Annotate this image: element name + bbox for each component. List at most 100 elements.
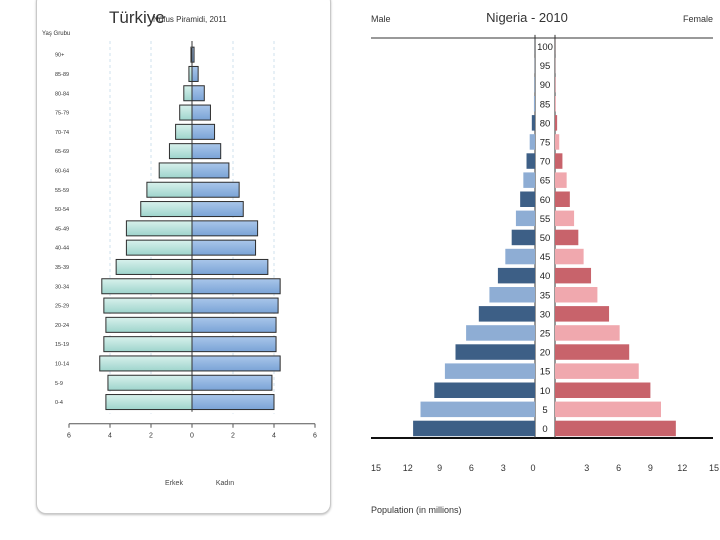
nigeria-age-label-10: 10	[540, 386, 551, 397]
turkey-female-bar-20-24	[191, 316, 277, 333]
nigeria-female-bar-60	[555, 191, 570, 207]
turkey-x-axis: 6 4 2 0 2 4 6	[67, 423, 317, 440]
nigeria-male-bar-40	[497, 267, 535, 284]
turkey-male-bar-45-49	[125, 220, 193, 237]
turkey-female-bar-5-9	[191, 374, 273, 391]
turkey-age-label-55-59: 55-59	[55, 188, 69, 194]
nigeria-age-label-45: 45	[540, 252, 551, 263]
nigeria-age-label-90: 90	[540, 80, 551, 91]
turkey-age-label-20-24: 20-24	[55, 323, 69, 329]
nigeria-x-tick-label: 6	[469, 463, 474, 473]
nigeria-female-bar-40	[555, 267, 592, 284]
turkey-age-label-80-84: 80-84	[55, 91, 69, 97]
nigeria-female-label: Female	[683, 14, 713, 24]
nigeria-x-tick-label: 3	[584, 463, 589, 473]
turkey-female-axis-label: Kadın	[216, 480, 234, 487]
nigeria-male-bar-65	[523, 172, 535, 188]
turkey-female-bar-65-69	[191, 143, 222, 160]
turkey-male-bar-50-54	[140, 201, 193, 218]
nigeria-age-label-55: 55	[540, 214, 551, 225]
turkey-age-label-5-9: 5-9	[55, 381, 63, 387]
turkey-male-bar-40-44	[125, 239, 193, 256]
turkey-pyramid-chart: Türkiye Nüfus Piramidi, 2011 Yaş Grubu 0…	[42, 8, 317, 487]
turkey-male-bar-35-39	[115, 258, 193, 275]
turkey-age-label-15-19: 15-19	[55, 342, 69, 348]
nigeria-x-axis: 15 12 9 6 3 0 3 6 9 12 15	[371, 463, 719, 473]
turkey-male-bar-70-74	[175, 123, 193, 140]
nigeria-title: Nigeria - 2010	[486, 10, 568, 25]
nigeria-male-bar-75	[529, 134, 535, 150]
turkey-female-bar-75-79	[191, 104, 211, 121]
nigeria-x-tick-label: 15	[371, 463, 381, 473]
nigeria-age-label-40: 40	[540, 271, 551, 282]
turkey-age-label-10-14: 10-14	[55, 361, 69, 367]
turkey-female-bar-30-34	[191, 278, 281, 295]
nigeria-x-tick-label: 9	[437, 463, 442, 473]
nigeria-female-bar-45	[555, 248, 584, 265]
nigeria-age-label-0: 0	[542, 424, 547, 435]
nigeria-male-bar-0	[413, 420, 535, 437]
nigeria-female-bar-50	[555, 229, 579, 246]
nigeria-xlabel: Population (in millions)	[371, 505, 462, 515]
nigeria-male-bar-90	[534, 76, 535, 93]
turkey-x-tick-label: 2	[149, 433, 153, 440]
nigeria-age-label-50: 50	[540, 233, 551, 244]
nigeria-female-bar-20	[555, 344, 630, 360]
turkey-male-axis-label: Erkek	[165, 480, 183, 487]
nigeria-male-bar-55	[515, 210, 535, 227]
turkey-male-bar-10-14	[99, 355, 193, 372]
nigeria-x-tick-label: 0	[530, 463, 535, 473]
turkey-x-tick-label: 4	[272, 433, 276, 440]
nigeria-age-label-20: 20	[540, 348, 551, 359]
turkey-x-tick-label: 4	[108, 433, 112, 440]
turkey-age-label-90plus: 90+	[55, 53, 64, 59]
turkey-male-bar-15-19	[103, 336, 193, 353]
nigeria-x-tick-label: 6	[616, 463, 621, 473]
nigeria-male-bar-20	[455, 344, 535, 360]
nigeria-x-tick-label: 9	[648, 463, 653, 473]
turkey-female-bar-40-44	[191, 239, 257, 256]
turkey-x-tick-label: 6	[67, 433, 71, 440]
nigeria-female-bar-0	[555, 420, 676, 437]
nigeria-x-tick-label: 12	[403, 463, 413, 473]
turkey-age-label-60-64: 60-64	[55, 168, 69, 174]
turkey-female-bar-15-19	[191, 336, 277, 353]
nigeria-age-label-75: 75	[540, 137, 551, 148]
turkey-female-bar-85-89	[191, 65, 199, 82]
nigeria-female-bar-25	[555, 325, 620, 341]
nigeria-male-bar-30	[478, 306, 535, 322]
turkey-age-label-25-29: 25-29	[55, 304, 69, 310]
nigeria-x-tick-label: 15	[709, 463, 719, 473]
nigeria-age-label-65: 65	[540, 176, 551, 187]
turkey-female-bar-10-14	[191, 355, 281, 372]
turkey-male-bar-20-24	[105, 316, 193, 333]
nigeria-age-labels: 0 5 10 15 20 25 30 35 40 45 50 55 60 65 70 75 80 85 90 95 10…	[537, 42, 553, 435]
turkey-x-tick-label: 2	[231, 433, 235, 440]
nigeria-male-bar-60	[520, 191, 535, 207]
turkey-female-bar-80-84	[191, 85, 205, 102]
nigeria-age-label-60: 60	[540, 195, 551, 206]
nigeria-female-bar-65	[555, 172, 567, 188]
nigeria-male-bar-50	[511, 229, 535, 246]
turkey-female-bar-25-29	[191, 297, 279, 314]
nigeria-age-label-95: 95	[540, 61, 551, 72]
turkey-subtitle: Nüfus Piramidi, 2011	[153, 15, 227, 24]
nigeria-female-bar-30	[555, 306, 610, 322]
turkey-female-bar-60-64	[191, 162, 230, 179]
turkey-age-label-75-79: 75-79	[55, 111, 69, 117]
turkey-female-bar-55-59	[191, 181, 240, 198]
nigeria-age-label-35: 35	[540, 290, 551, 301]
nigeria-age-label-80: 80	[540, 118, 551, 129]
turkey-female-bar-35-39	[191, 258, 269, 275]
turkey-age-label-50-54: 50-54	[55, 207, 69, 213]
nigeria-male-bar-10	[434, 382, 535, 398]
turkey-age-label-30-34: 30-34	[55, 284, 69, 290]
turkey-male-bar-30-34	[101, 278, 193, 295]
turkey-female-bar-70-74	[191, 123, 216, 140]
nigeria-male-bar-45	[505, 248, 535, 265]
turkey-bars	[99, 41, 281, 412]
nigeria-female-bar-15	[555, 363, 639, 379]
turkey-male-bar-25-29	[103, 297, 193, 314]
nigeria-female-bar-35	[555, 287, 598, 303]
turkey-title: Türkiye	[109, 8, 165, 27]
